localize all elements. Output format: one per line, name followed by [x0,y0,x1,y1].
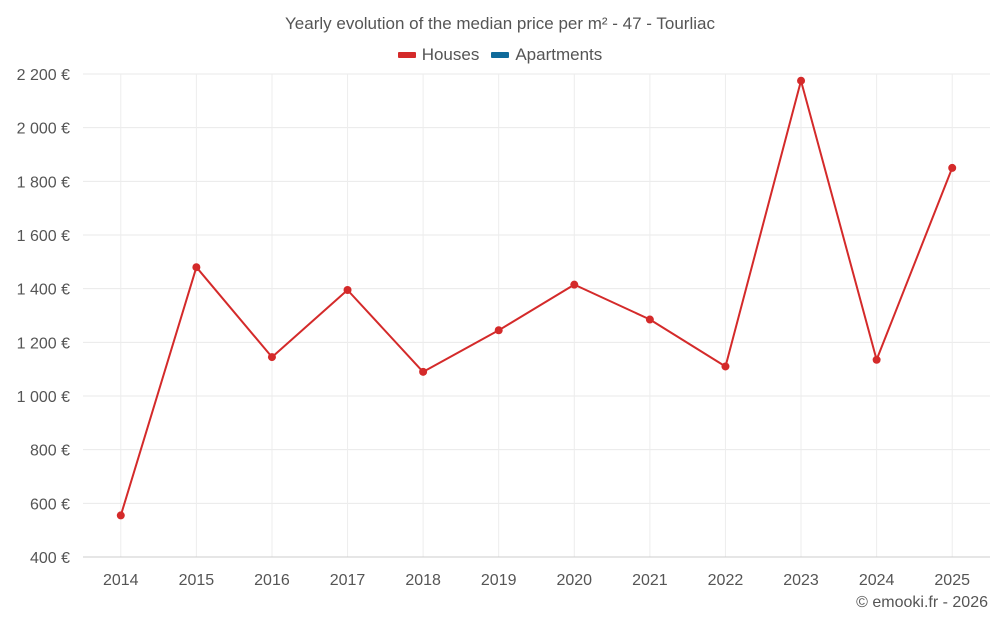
data-point-houses [192,263,201,272]
y-tick-label: 2 200 € [17,67,70,84]
x-tick-label: 2020 [556,572,592,589]
data-point-houses [872,355,881,364]
data-point-houses [570,280,579,289]
data-point-houses [797,76,806,85]
data-point-houses [948,163,957,172]
y-tick-label: 1 400 € [17,282,70,299]
data-point-houses [116,511,125,520]
x-tick-label: 2023 [783,572,819,589]
y-tick-label: 400 € [30,550,70,567]
data-point-houses [721,362,730,371]
x-tick-label: 2017 [330,572,366,589]
x-tick-label: 2018 [405,572,441,589]
x-tick-label: 2019 [481,572,517,589]
x-tick-label: 2016 [254,572,290,589]
y-tick-label: 1 200 € [17,335,70,352]
chart-legend: Houses Apartments [0,45,1000,65]
x-tick-label: 2021 [632,572,668,589]
y-tick-label: 2 000 € [17,121,70,138]
chart-title: Yearly evolution of the median price per… [285,14,715,33]
data-point-houses [419,367,428,376]
x-tick-label: 2022 [708,572,744,589]
data-point-houses [267,353,276,362]
y-tick-label: 800 € [30,443,70,460]
y-tick-label: 1 600 € [17,228,70,245]
data-point-houses [494,326,503,335]
legend-label-houses: Houses [421,45,480,64]
data-point-houses [343,286,352,295]
legend-swatch-houses [397,52,416,58]
x-tick-label: 2025 [934,572,970,589]
copyright-credit: © emooki.fr - 2026 [856,594,988,611]
legend-label-apartments: Apartments [515,45,603,64]
legend-swatch-apartments [491,52,510,58]
y-tick-label: 1 000 € [17,389,70,406]
legend-item-apartments[interactable]: Apartments [491,45,602,65]
series-line-houses [119,79,954,516]
x-tick-label: 2014 [103,572,139,589]
y-tick-label: 600 € [30,496,70,513]
legend-item-houses[interactable]: Houses [397,45,480,65]
x-tick-label: 2015 [179,572,215,589]
x-tick-label: 2024 [859,572,895,589]
y-tick-label: 1 800 € [17,174,70,191]
data-point-houses [645,315,654,324]
